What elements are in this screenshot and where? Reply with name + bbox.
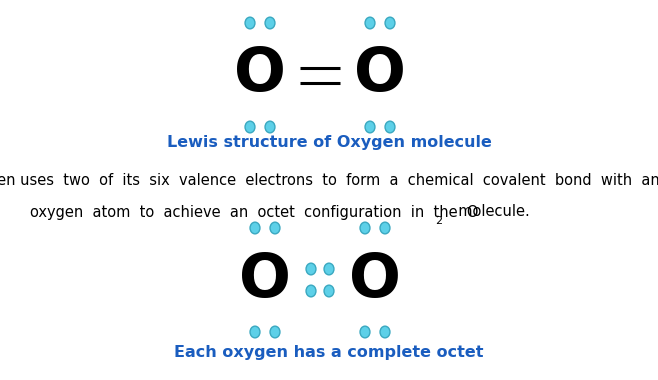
Ellipse shape (360, 326, 370, 338)
Ellipse shape (250, 326, 260, 338)
Ellipse shape (245, 121, 255, 133)
Ellipse shape (324, 263, 334, 275)
Text: O: O (239, 250, 291, 309)
Ellipse shape (324, 285, 334, 297)
Text: O: O (354, 46, 406, 105)
Text: oxygen  atom  to  achieve  an  octet  configuration  in  the  O: oxygen atom to achieve an octet configur… (30, 204, 478, 220)
Ellipse shape (365, 17, 375, 29)
Text: 2: 2 (435, 216, 442, 226)
Ellipse shape (270, 222, 280, 234)
Ellipse shape (380, 222, 390, 234)
Ellipse shape (265, 121, 275, 133)
Ellipse shape (306, 263, 316, 275)
Text: molecule.: molecule. (449, 204, 530, 220)
Ellipse shape (385, 121, 395, 133)
Text: O: O (234, 46, 286, 105)
Ellipse shape (380, 326, 390, 338)
Ellipse shape (250, 222, 260, 234)
Text: Each oxygen has a complete octet: Each oxygen has a complete octet (174, 345, 484, 359)
Ellipse shape (265, 17, 275, 29)
Text: Oxygen uses  two  of  its  six  valence  electrons  to  form  a  chemical  coval: Oxygen uses two of its six valence elect… (0, 173, 658, 187)
Ellipse shape (385, 17, 395, 29)
Ellipse shape (270, 326, 280, 338)
Ellipse shape (245, 17, 255, 29)
Ellipse shape (306, 285, 316, 297)
Text: O: O (349, 250, 401, 309)
Text: Lewis structure of Oxygen molecule: Lewis structure of Oxygen molecule (166, 135, 492, 149)
Ellipse shape (365, 121, 375, 133)
Ellipse shape (360, 222, 370, 234)
